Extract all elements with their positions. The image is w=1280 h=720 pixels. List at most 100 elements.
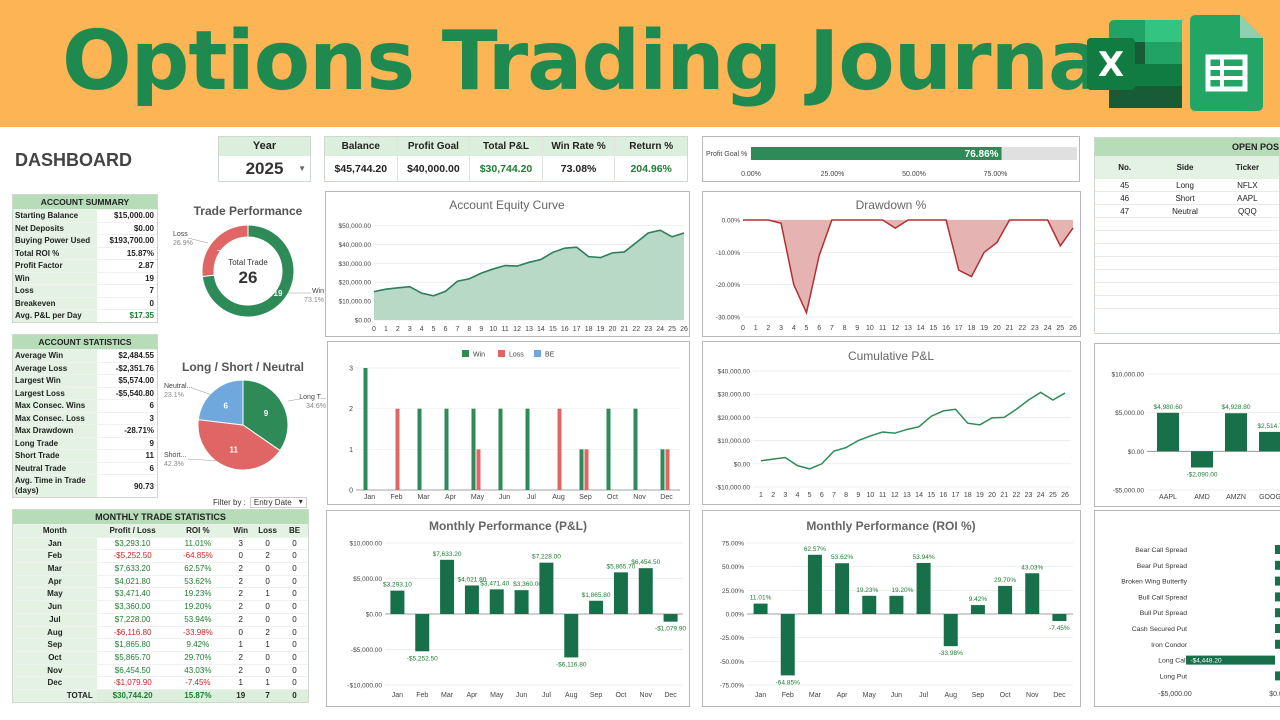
excel-icon: X — [1087, 20, 1182, 108]
x-tick-label: 13 — [904, 325, 912, 332]
bar-strategy — [1275, 560, 1280, 570]
y-tick-label: -50.00% — [720, 659, 744, 666]
empty-row — [1095, 308, 1279, 321]
cell: Mar — [13, 563, 97, 575]
center-label: Total Trade — [228, 258, 268, 267]
x-tick-label: Nov — [640, 692, 653, 699]
x-tick-label: 6 — [820, 492, 824, 499]
data-label: $6,454.50 — [631, 559, 660, 566]
chart-title: Trade Performance — [194, 204, 303, 218]
x-tick-label: -$5,000.00 — [1158, 691, 1192, 698]
table-row: Avg. Time in Trade (days) 90.73 — [13, 474, 157, 497]
empty-row — [1095, 243, 1279, 256]
cell: $3,360.00 — [114, 602, 151, 612]
cell: 0 — [292, 589, 297, 599]
table-row: Oct $5,865.70 29.70% 2 0 0 — [13, 650, 308, 664]
bar-may — [489, 589, 504, 614]
col-header: ROI % — [168, 525, 228, 537]
x-tick-label: 15 — [929, 325, 937, 332]
cell: $7,633.20 — [114, 564, 151, 574]
table-row: Profit Factor 2.87 — [13, 259, 157, 272]
cell: 9.42% — [186, 640, 210, 650]
x-tick-label: Mar — [809, 692, 822, 699]
x-tick-label: 14 — [537, 326, 545, 333]
cell: 0 — [292, 538, 297, 548]
x-tick-label: 22 — [632, 326, 640, 333]
x-tick-label: 26 — [1061, 492, 1069, 499]
equity-curve-panel: Account Equity Curve $0.00 $10,000.00 $20,0… — [325, 191, 690, 337]
col-header: BE — [281, 525, 308, 537]
row-label: Net Deposits — [13, 222, 97, 234]
data-label: -$4,448.20 — [1190, 658, 1221, 665]
cell: $4,021.80 — [114, 576, 151, 586]
row-label: Long Trade — [13, 437, 97, 449]
data-label: -$6,116.80 — [556, 661, 587, 668]
y-tick-label: 75.00% — [722, 541, 744, 548]
row-value: $193,700.00 — [109, 236, 155, 245]
data-label: 19.20% — [891, 587, 913, 594]
cell: 0 — [238, 627, 243, 637]
data-label: -7.45% — [1049, 625, 1070, 632]
filter-label: Filter by : — [213, 498, 246, 507]
strategy-pnl-panel: Bear Call Spread Bear Put Spread Broken Wi… — [1094, 510, 1280, 707]
total-cell: 19 — [236, 690, 246, 700]
row-label: Neutral Trade — [13, 462, 97, 474]
data-label: 62.57% — [804, 546, 826, 553]
kpi-label: Total P&L — [470, 137, 542, 156]
year-selector[interactable]: Year 2025 ▼ — [218, 136, 311, 182]
open-position-row: 47 Neutral QQQ — [1095, 204, 1279, 217]
bar-aug — [564, 614, 579, 658]
row-value: 6 — [149, 401, 154, 410]
open-positions-table: OPEN POS No. Side Ticker 45 Long NFLX 46 Sho… — [1094, 137, 1280, 334]
y-tick-label: -75.00% — [720, 683, 744, 690]
filter-select[interactable]: Entry Date — [249, 497, 307, 508]
x-tick-label: 9 — [479, 326, 483, 333]
drawdown-area — [743, 220, 1073, 313]
data-label: $3,360.00 — [513, 581, 542, 588]
google-sheets-icon — [1190, 15, 1263, 111]
x-tick-label: 10 — [489, 326, 497, 333]
x-tick-label: 25 — [1056, 325, 1064, 332]
kpi-value: 204.96% — [630, 163, 672, 175]
x-tick-label: 6 — [444, 326, 448, 333]
bar-apr — [464, 585, 479, 614]
chevron-down-icon[interactable]: ▼ — [298, 164, 306, 173]
y-tick-label: Iron Condor — [1151, 642, 1188, 649]
slice-name: Short... — [164, 452, 187, 459]
bar-goog — [1259, 431, 1280, 452]
op-ticker-cell: AAPL — [1237, 194, 1258, 203]
bar-aug — [943, 614, 958, 647]
cell: -$5,252.50 — [113, 551, 152, 561]
bar-loss-may — [476, 449, 481, 490]
bar-sep — [970, 605, 985, 614]
y-tick-label: $10,000.00 — [338, 299, 371, 306]
x-tick-label: May — [863, 692, 877, 699]
cell: 2 — [238, 614, 243, 624]
bar-nov — [1025, 573, 1040, 614]
x-tick-label: 24 — [656, 326, 664, 333]
empty-row — [1095, 295, 1279, 308]
slice-win — [201, 224, 295, 318]
cell: 2 — [238, 602, 243, 612]
data-label: 19.23% — [856, 587, 878, 594]
x-tick-label: 16 — [942, 325, 950, 332]
x-tick-label: Jul — [527, 494, 536, 501]
col-header: Loss — [254, 525, 282, 537]
open-positions-title: OPEN POS — [1095, 138, 1279, 156]
bar-oct — [998, 585, 1013, 614]
chart-title: Monthly Performance (P&L) — [429, 519, 587, 533]
bar-win-jul — [525, 408, 530, 490]
col-header: Month — [13, 525, 97, 537]
cell: 0 — [265, 652, 270, 662]
x-tick-label: 18 — [968, 325, 976, 332]
x-tick-label: 18 — [585, 326, 593, 333]
cell: 2 — [238, 652, 243, 662]
goal-tick: 25.00% — [821, 171, 845, 178]
profit-goal-label: Profit Goal % — [706, 151, 747, 158]
row-label: Largest Loss — [13, 387, 97, 399]
x-tick-label: 2 — [771, 492, 775, 499]
bar-nov — [638, 568, 653, 614]
year-dropdown[interactable]: 2025 ▼ — [219, 156, 310, 182]
y-tick-label: 3 — [349, 366, 353, 373]
cell: -$1,079.90 — [113, 678, 152, 688]
